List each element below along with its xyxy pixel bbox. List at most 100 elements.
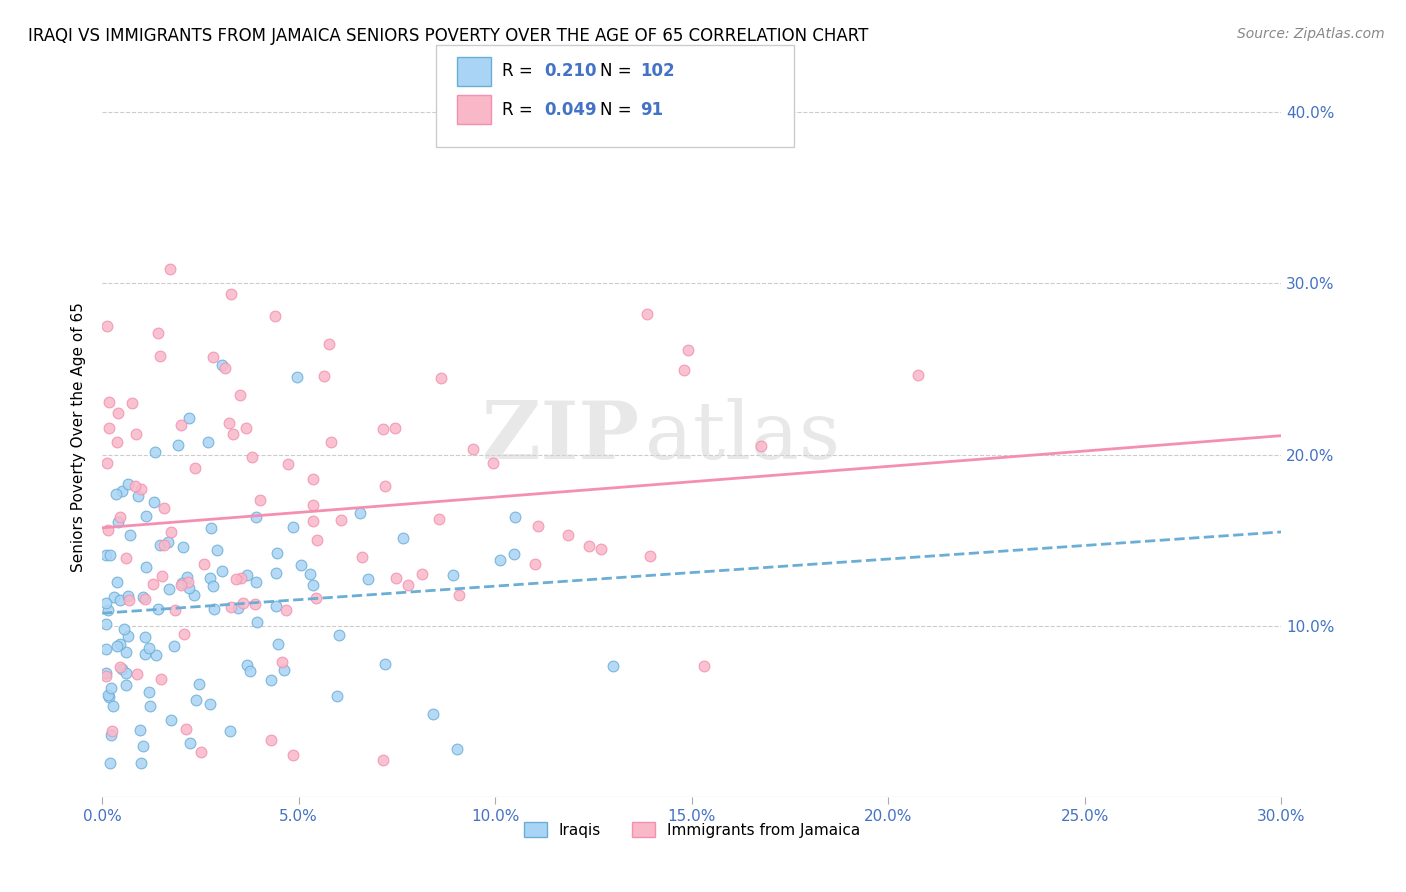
Point <box>302 578 325 592</box>
Point <box>211 359 233 373</box>
Point <box>112 622 135 636</box>
Point <box>578 539 600 553</box>
Point <box>96 548 118 562</box>
Point <box>557 528 579 542</box>
Point <box>277 457 299 471</box>
Point <box>305 591 328 606</box>
Point <box>179 581 201 595</box>
Point <box>290 558 312 572</box>
Point <box>125 666 148 681</box>
Text: ZIP: ZIP <box>482 399 638 476</box>
Point <box>176 570 198 584</box>
Point <box>165 602 187 616</box>
Point <box>201 579 224 593</box>
Point <box>236 657 259 672</box>
Point <box>97 688 120 702</box>
Point <box>638 549 661 563</box>
Point <box>235 421 257 435</box>
Point <box>159 261 181 276</box>
Text: 0.049: 0.049 <box>544 101 596 119</box>
Point <box>111 662 134 676</box>
Point <box>128 723 150 737</box>
Point <box>602 658 624 673</box>
Point <box>166 438 188 452</box>
Point <box>117 589 139 603</box>
Point <box>143 494 166 508</box>
Point <box>225 572 247 586</box>
Point <box>101 699 124 714</box>
Point <box>174 723 197 737</box>
Point <box>349 507 371 521</box>
Point <box>266 546 288 560</box>
Point <box>149 538 172 552</box>
Point <box>299 566 322 581</box>
Point <box>263 309 285 323</box>
Point <box>193 558 215 572</box>
Point <box>100 724 122 739</box>
Point <box>98 690 121 704</box>
Point <box>270 655 292 669</box>
Point <box>105 574 128 589</box>
Point <box>218 417 240 431</box>
Point <box>146 326 169 341</box>
Point <box>142 577 165 591</box>
Point <box>463 442 485 456</box>
Point <box>384 421 406 435</box>
Point <box>274 603 297 617</box>
Point <box>321 434 343 449</box>
Point <box>312 369 335 384</box>
Point <box>96 456 118 470</box>
Point <box>132 739 155 753</box>
Point <box>124 479 146 493</box>
Point <box>385 571 408 585</box>
Point <box>246 615 269 629</box>
Point <box>281 748 304 763</box>
Point <box>200 521 222 535</box>
Point <box>149 349 172 363</box>
Point <box>505 510 527 524</box>
Point <box>177 410 200 425</box>
Point <box>120 528 142 542</box>
Point <box>156 535 179 549</box>
Point <box>198 698 221 712</box>
Point <box>672 363 695 377</box>
Point <box>173 627 195 641</box>
Point <box>236 567 259 582</box>
Point <box>125 426 148 441</box>
Point <box>202 350 225 364</box>
Point <box>134 592 156 607</box>
Point <box>160 524 183 539</box>
Legend: Iraqis, Immigrants from Jamaica: Iraqis, Immigrants from Jamaica <box>517 815 866 844</box>
Point <box>107 515 129 529</box>
Point <box>207 542 229 557</box>
Point <box>110 510 132 524</box>
Point <box>302 514 325 528</box>
Point <box>108 660 131 674</box>
Point <box>146 602 169 616</box>
Point <box>115 551 138 566</box>
Text: 102: 102 <box>640 62 675 80</box>
Point <box>374 657 396 671</box>
Point <box>260 673 283 687</box>
Point <box>267 637 290 651</box>
Point <box>138 685 160 699</box>
Point <box>163 639 186 653</box>
Point <box>221 287 243 301</box>
Point <box>503 547 526 561</box>
Point <box>115 665 138 680</box>
Point <box>283 520 305 534</box>
Point <box>523 557 546 571</box>
Point <box>260 733 283 747</box>
Point <box>197 434 219 449</box>
Point <box>264 566 287 581</box>
Point <box>427 512 450 526</box>
Point <box>94 669 117 683</box>
Point <box>229 571 252 585</box>
Point <box>373 422 395 436</box>
Point <box>264 599 287 614</box>
Point <box>184 693 207 707</box>
Point <box>115 678 138 692</box>
Point <box>430 371 453 385</box>
Point <box>285 369 308 384</box>
Point <box>172 576 194 591</box>
